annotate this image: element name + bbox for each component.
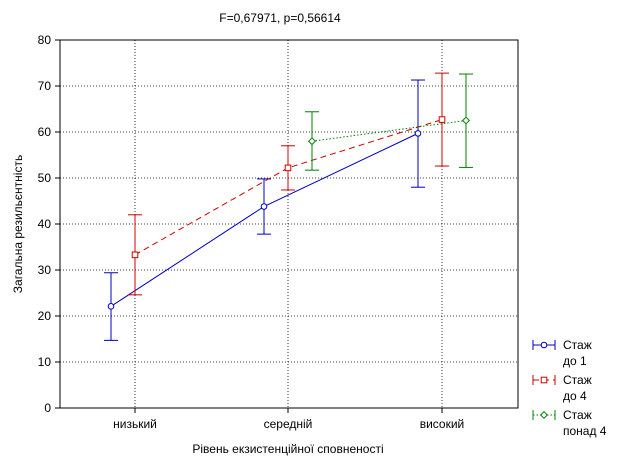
- data-point: [307, 137, 317, 146]
- data-point: [414, 130, 422, 137]
- legend-item-1: Стаж до 1: [532, 338, 592, 368]
- data-point: [438, 116, 446, 123]
- series-layer: [104, 72, 473, 341]
- legend-item-2: Стаж до 4: [532, 373, 592, 403]
- data-point: [131, 251, 139, 259]
- y-tick-label: 60: [38, 125, 52, 139]
- grid: [60, 40, 518, 408]
- y-tick-label: 80: [38, 33, 52, 47]
- legend-symbol: [532, 410, 556, 420]
- x-tick-label: низький: [113, 417, 157, 431]
- y-tick-label: 50: [38, 171, 52, 185]
- legend-marker: [540, 341, 548, 349]
- legend-label: до 4: [563, 389, 587, 403]
- chart-title: F=0,67971, p=0,56614: [219, 11, 341, 25]
- legend-label: понад 4: [563, 424, 607, 438]
- data-point: [284, 164, 292, 172]
- data-point: [461, 116, 471, 125]
- y-tick-label: 30: [38, 263, 52, 277]
- series-3: [305, 73, 473, 171]
- x-tick-label: середній: [264, 417, 313, 431]
- x-axis-title: Рівень екзистенційної сповненості: [192, 442, 383, 456]
- y-tick-label: 40: [38, 217, 52, 231]
- data-point: [260, 203, 268, 210]
- legend-label: Стаж: [563, 408, 592, 422]
- legend-label: до 1: [563, 354, 587, 368]
- y-axis-title: Загальна резильєнтність: [11, 155, 25, 293]
- series-2: [128, 72, 449, 296]
- y-tick-label: 0: [44, 401, 51, 415]
- legend-symbol: [532, 340, 556, 350]
- legend-item-3: Стаж понад 4: [532, 408, 607, 438]
- legend-symbol: [532, 375, 556, 385]
- legend-marker: [540, 376, 548, 384]
- legend-label: Стаж: [563, 338, 592, 352]
- legend-marker: [539, 410, 549, 420]
- series-1: [104, 79, 425, 341]
- legend: Стаж до 1 Стаж до 4 Стаж понад 4: [532, 338, 607, 438]
- axes: 0 10 20 30 40 50 60 70 80 низький середній високий: [38, 33, 465, 431]
- legend-label: Стаж: [563, 373, 592, 387]
- series-line: [311, 120, 467, 142]
- data-point: [107, 303, 115, 310]
- y-tick-label: 70: [38, 79, 52, 93]
- y-tick-label: 20: [38, 309, 52, 323]
- x-tick-label: високий: [420, 417, 465, 431]
- y-tick-label: 10: [38, 355, 52, 369]
